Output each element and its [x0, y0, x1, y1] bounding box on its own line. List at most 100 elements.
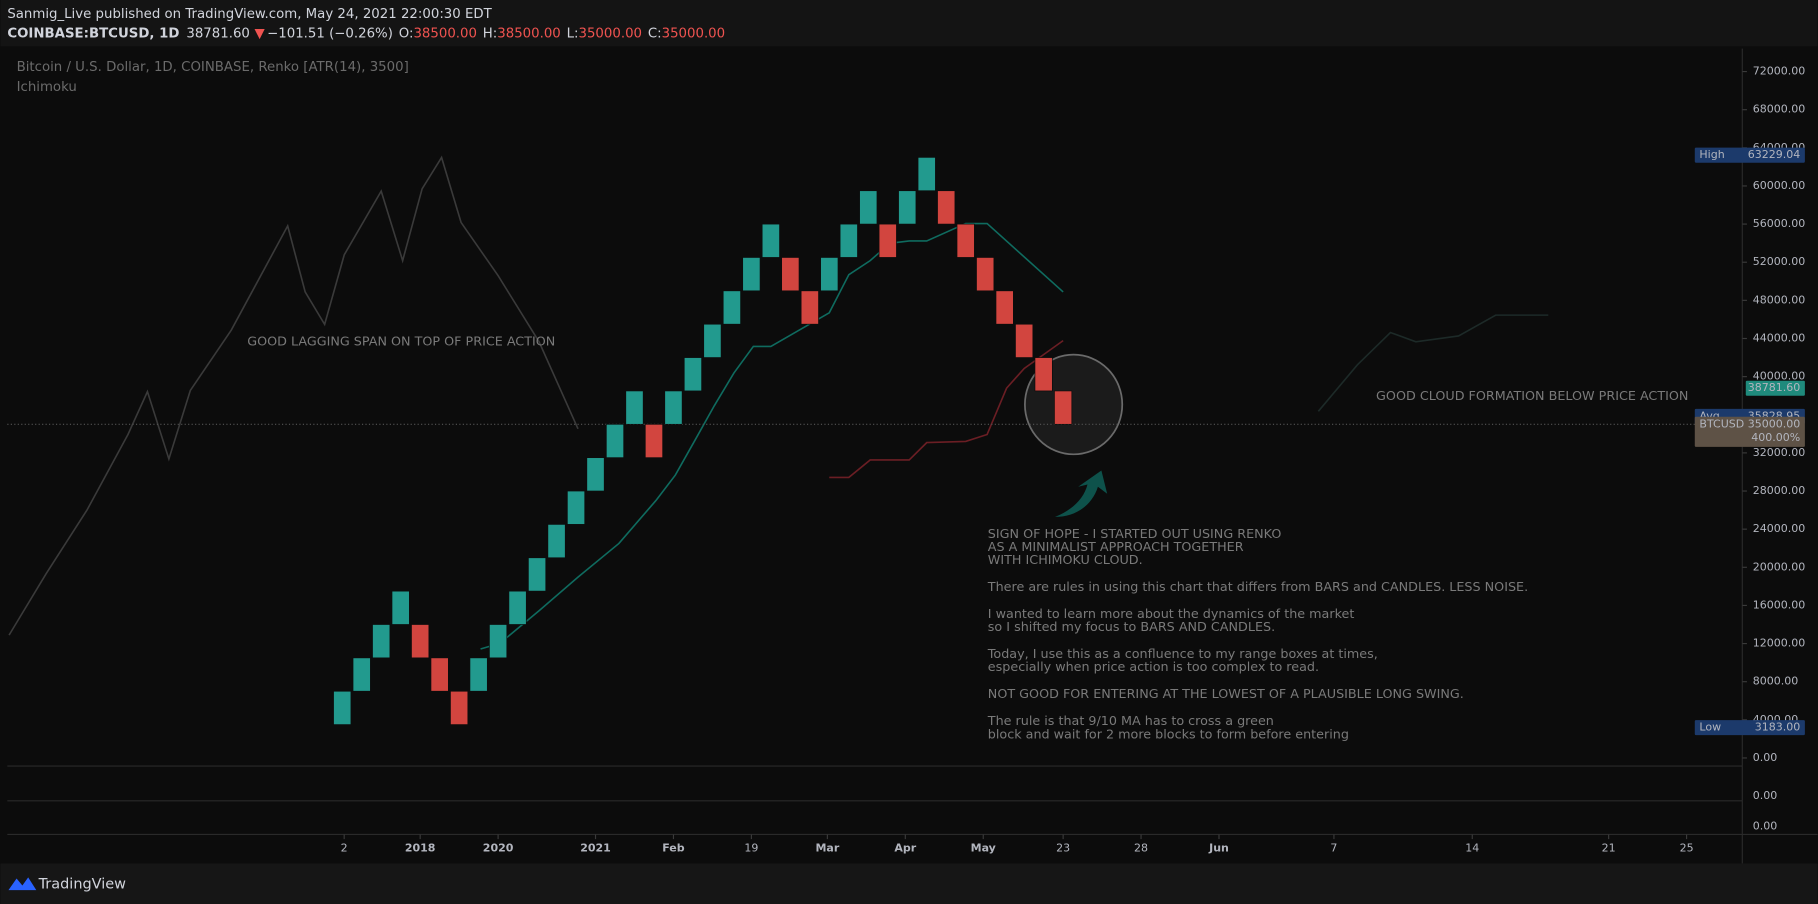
indicator-name: Ichimoku — [17, 80, 77, 95]
up-brick — [839, 223, 858, 258]
ohlc-key: C: — [648, 27, 662, 42]
x-tick-label: Apr — [894, 841, 916, 854]
up-brick — [469, 657, 488, 692]
x-tick-label: 2 — [341, 841, 348, 854]
ohlc-value: 35000.00 — [579, 27, 643, 42]
indicator-line — [1317, 314, 1549, 412]
ohlc-key: L: — [567, 27, 579, 42]
footer-bar — [0, 863, 1818, 904]
price-label-bg — [1694, 720, 1805, 736]
down-brick — [781, 257, 800, 292]
up-brick — [761, 223, 780, 258]
y-tick-label: 44000.00 — [1753, 331, 1806, 344]
price-label: High 63229.04 — [1694, 147, 1805, 163]
price-label-value: 3183.00 — [1755, 721, 1801, 734]
price-label-bg — [1694, 416, 1805, 447]
symbol-line: COINBASE:BTCUSD, 1D 38781.60 ▼ −101.51 (−0.… — [7, 27, 725, 42]
y-tick-label: 68000.00 — [1753, 103, 1806, 116]
y-tick-label: 20000.00 — [1753, 560, 1806, 573]
annotation-line: WITH ICHIMOKU CLOUD. — [988, 553, 1143, 568]
x-tick-label: Jun — [1208, 841, 1229, 854]
price-label: Low 3183.00 — [1694, 720, 1805, 736]
down-brick — [1054, 390, 1073, 425]
y-tick-label: 52000.00 — [1753, 255, 1806, 268]
up-brick — [859, 190, 878, 225]
annotation-line: AS A MINIMALIST APPROACH TOGETHER — [988, 540, 1244, 555]
up-brick — [683, 357, 702, 392]
up-brick — [528, 557, 547, 592]
chart-title: Bitcoin / U.S. Dollar, 1D, COINBASE, Ren… — [17, 60, 409, 75]
brand-logo: TradingView — [8, 876, 126, 892]
arrow — [1055, 470, 1108, 517]
y-tick-label: 16000.00 — [1753, 598, 1806, 611]
down-brick — [937, 190, 956, 225]
up-brick — [372, 624, 391, 659]
down-brick — [800, 290, 819, 325]
change: −101.51 (−0.26%) — [267, 27, 393, 42]
x-tick-label: 14 — [1465, 841, 1479, 854]
up-brick — [333, 690, 352, 725]
ohlc-value: 38500.00 — [497, 27, 561, 42]
price-label-value: 38781.60 — [1748, 381, 1801, 394]
y-tick-label: 48000.00 — [1753, 293, 1806, 306]
x-tick-label: 25 — [1680, 841, 1694, 854]
annotation-line: block and wait for 2 more blocks to form… — [988, 727, 1349, 742]
annotation-line: I wanted to learn more about the dynamic… — [988, 607, 1355, 622]
x-tick-label: 28 — [1134, 841, 1148, 854]
x-tick-label: 2021 — [580, 841, 611, 854]
last-price: 38781.60 — [186, 27, 250, 42]
down-brick — [878, 223, 897, 258]
price-label-extra: 400.00% — [1751, 431, 1800, 444]
x-tick-label: 19 — [744, 841, 758, 854]
x-tick-label: Feb — [662, 841, 685, 854]
up-brick — [722, 290, 741, 325]
x-tick-label: 2020 — [483, 841, 514, 854]
down-brick — [956, 223, 975, 258]
symbol: COINBASE:BTCUSD, 1D — [7, 27, 179, 42]
y-tick-label: 60000.00 — [1753, 179, 1806, 192]
up-brick — [352, 657, 371, 692]
up-brick — [586, 457, 605, 492]
up-brick — [664, 390, 683, 425]
indicator-line — [480, 222, 1064, 650]
price-label-value: 63229.04 — [1748, 148, 1801, 161]
x-tick-label: Mar — [815, 841, 839, 854]
x-tick-label: 23 — [1056, 841, 1070, 854]
annotation-line: Today, I use this as a confluence to my … — [987, 647, 1378, 662]
panel-value: 0.00 — [1753, 789, 1778, 802]
y-tick-label: 24000.00 — [1753, 522, 1806, 535]
up-brick — [508, 590, 527, 625]
y-tick-label: 32000.00 — [1753, 446, 1806, 459]
annotation-line: There are rules in using this chart that… — [987, 580, 1528, 595]
down-brick — [644, 423, 664, 459]
price-label-bg — [1745, 380, 1805, 396]
y-tick-label: 8000.00 — [1753, 675, 1799, 688]
annotation: GOOD LAGGING SPAN ON TOP OF PRICE ACTION — [247, 334, 555, 349]
down-brick — [1015, 323, 1034, 358]
y-tick-label: 40000.00 — [1753, 370, 1806, 383]
up-brick — [566, 490, 586, 525]
price-label-name: BTCUSD — [1699, 417, 1744, 430]
up-brick — [391, 590, 410, 625]
price-label-name: High — [1699, 148, 1724, 161]
ohlc-key: H: — [483, 27, 498, 42]
x-tick-label: 21 — [1602, 841, 1616, 854]
ohlc-key: O: — [399, 27, 414, 42]
down-brick — [1034, 357, 1053, 392]
header-bar — [0, 0, 1818, 47]
logo-icon — [8, 877, 37, 891]
brand: TradingView — [38, 876, 127, 892]
up-brick — [820, 257, 839, 292]
up-brick — [605, 423, 625, 459]
publisher: Sanmig_Live published on TradingView.com… — [7, 7, 492, 22]
annotation: GOOD CLOUD FORMATION BELOW PRICE ACTION — [1376, 389, 1688, 404]
up-brick — [917, 157, 936, 192]
down-brick — [976, 257, 995, 292]
panel-value: 0.00 — [1753, 819, 1778, 832]
price-label-bg — [1694, 147, 1805, 163]
ohlc-value: 35000.00 — [662, 27, 726, 42]
